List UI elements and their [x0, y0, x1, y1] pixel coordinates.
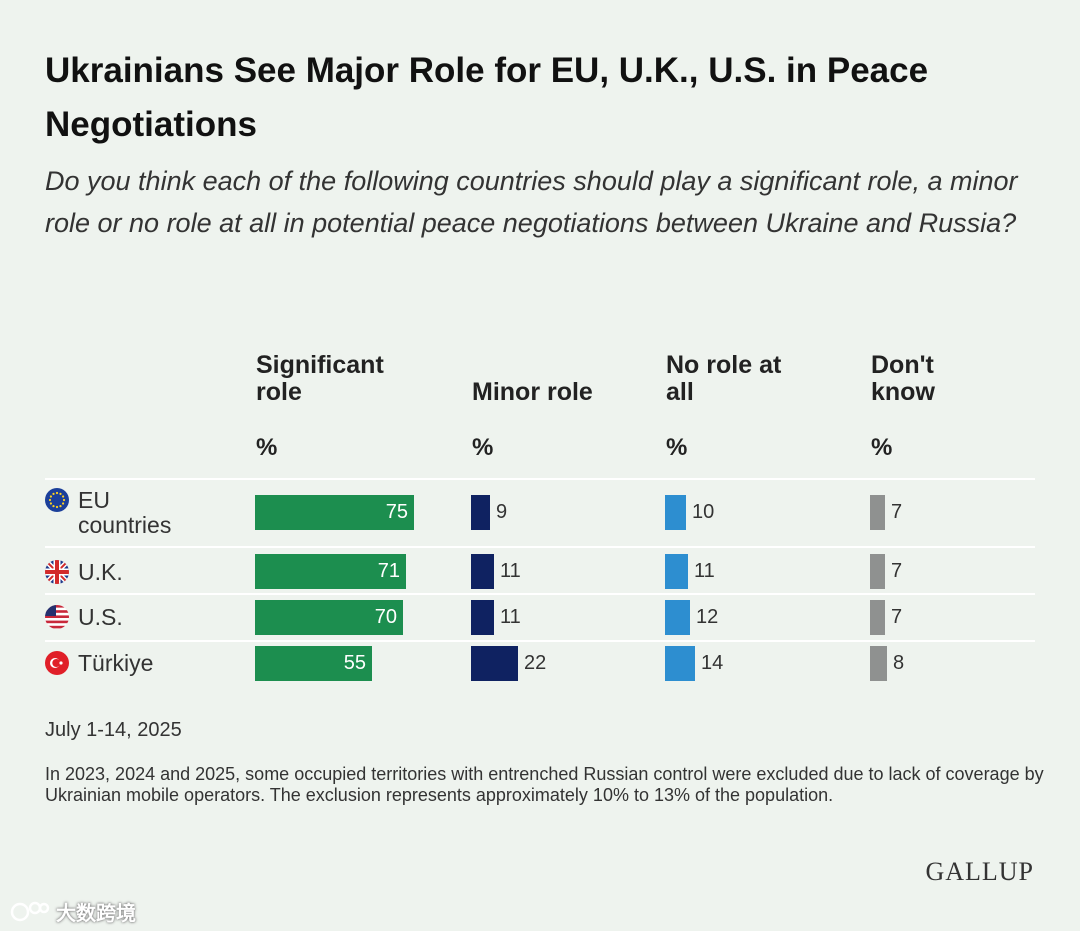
uk-flag-icon	[45, 560, 69, 584]
data-label-minor: 22	[524, 652, 547, 674]
row-label-us: U.S.	[45, 605, 123, 630]
row-divider	[45, 640, 1035, 642]
data-label-minor: 11	[500, 560, 521, 582]
bar-significant	[255, 495, 414, 530]
data-label-dont-know: 8	[893, 652, 905, 674]
row-label-line1: EU	[78, 487, 110, 513]
row-label-line1: U.K.	[78, 559, 123, 585]
row-divider	[45, 593, 1035, 595]
bar-dont-know	[870, 600, 885, 635]
data-label-no-role: 10	[692, 501, 715, 523]
bar-dont-know	[870, 554, 885, 589]
row-divider	[45, 478, 1035, 480]
row-label-line1: U.S.	[78, 604, 123, 630]
data-label-no-role: 12	[696, 606, 719, 628]
watermark: 大数跨境	[10, 897, 136, 926]
column-unit: %	[256, 434, 278, 461]
row-label-line2: countries	[78, 512, 172, 538]
bar-minor	[471, 600, 494, 635]
bar-significant	[255, 600, 403, 635]
bar-minor	[471, 646, 518, 681]
bar-dont-know	[870, 646, 887, 681]
column-header-line2: all	[666, 378, 694, 406]
data-label-dont-know: 7	[891, 501, 903, 523]
data-label-no-role: 11	[694, 560, 715, 582]
watermark-text: 大数跨境	[56, 903, 136, 925]
row-label-eu: EU countries	[45, 488, 171, 538]
bar-minor	[471, 495, 490, 530]
bar-dont-know	[870, 495, 885, 530]
column-unit: %	[472, 434, 494, 461]
column-header-minor: Minor role	[472, 379, 593, 406]
column-unit: %	[871, 434, 893, 461]
methodology-note: In 2023, 2024 and 2025, some occupied te…	[45, 764, 1044, 805]
row-divider	[45, 546, 1035, 548]
column-header-no-role: No role at all	[666, 352, 781, 406]
bar-minor	[471, 554, 494, 589]
data-label-dont-know: 7	[891, 560, 903, 582]
chart-subtitle: Do you think each of the following count…	[45, 166, 1018, 238]
gallup-logo: GALLUP	[925, 857, 1034, 886]
chart-title: Ukrainians See Major Role for EU, U.K., …	[45, 51, 929, 144]
bar-no-role	[665, 600, 690, 635]
column-header-significant: Significant role	[256, 352, 384, 406]
data-label-significant: 71	[377, 560, 400, 582]
data-label-dont-know: 7	[891, 606, 903, 628]
eu-flag-icon	[45, 488, 69, 512]
column-unit: %	[666, 434, 688, 461]
bar-no-role	[665, 554, 688, 589]
column-header-line2: know	[871, 378, 935, 406]
data-label-significant: 75	[385, 501, 408, 523]
survey-date: July 1-14, 2025	[45, 719, 182, 741]
us-flag-icon	[45, 605, 69, 629]
column-header-line1: Don't	[871, 351, 934, 379]
turkey-flag-icon	[45, 651, 69, 675]
bar-significant	[255, 554, 406, 589]
data-label-significant: 70	[374, 606, 397, 628]
column-header-line2: role	[256, 378, 302, 406]
data-label-minor: 9	[496, 501, 508, 523]
bar-no-role	[665, 495, 686, 530]
row-label-line1: Türkiye	[78, 650, 154, 676]
column-header-line1: Minor role	[472, 378, 593, 406]
data-label-minor: 11	[500, 606, 521, 628]
bar-significant	[255, 646, 372, 681]
row-label-uk: U.K.	[45, 560, 123, 585]
watermark-logo-icon	[10, 901, 50, 921]
column-header-line1: Significant	[256, 351, 384, 379]
row-label-turkiye: Türkiye	[45, 651, 153, 676]
column-header-dont-know: Don't know	[871, 352, 935, 406]
column-header-line1: No role at	[666, 351, 782, 379]
data-label-no-role: 14	[701, 652, 724, 674]
data-label-significant: 55	[343, 652, 366, 674]
bar-no-role	[665, 646, 695, 681]
